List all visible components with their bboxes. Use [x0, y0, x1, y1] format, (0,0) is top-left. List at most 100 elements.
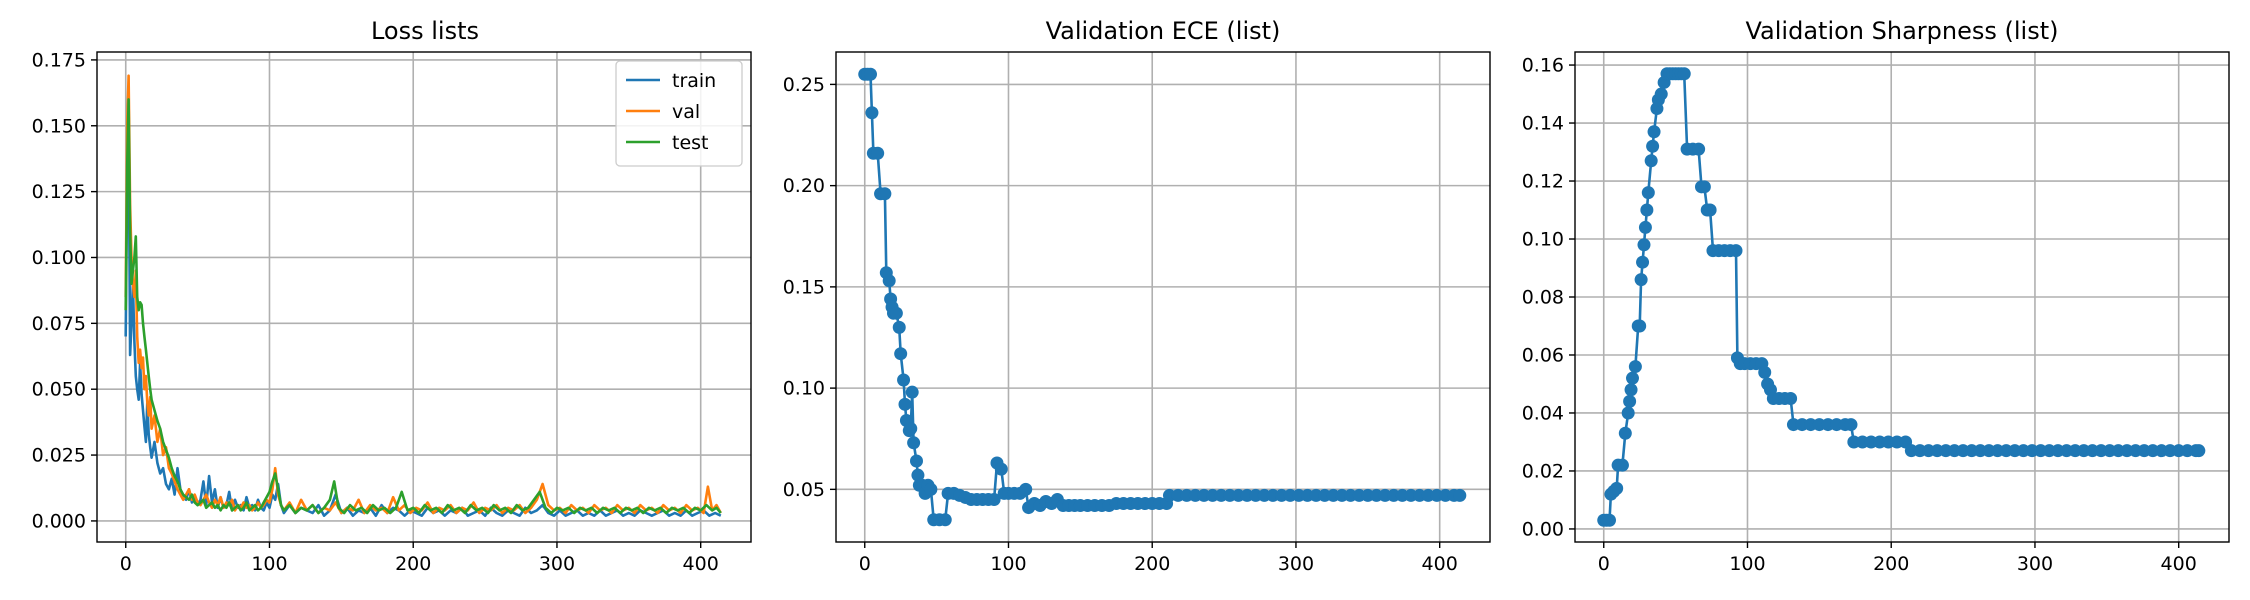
data-point — [871, 146, 885, 160]
y-tick-label: 0.08 — [1522, 287, 1564, 309]
data-point — [1636, 255, 1650, 269]
y-tick-label: 0.04 — [1522, 402, 1564, 424]
data-point — [1637, 238, 1651, 252]
data-point — [863, 67, 877, 81]
legend-label-val: val — [672, 101, 700, 123]
panel-validation-ece: Validation ECE (list) 0 100 200 300 4000.050… — [783, 17, 1491, 575]
data-point — [1729, 244, 1743, 258]
grid — [836, 52, 1490, 542]
y-tick-label: 0.125 — [32, 181, 86, 203]
y-tick-label: 0.25 — [783, 74, 825, 96]
data-point — [905, 385, 919, 399]
x-tick-label: 0 — [1598, 553, 1610, 575]
data-point — [1602, 513, 1616, 527]
x-tick-label: 200 — [1134, 553, 1170, 575]
y-tick-label: 0.10 — [783, 378, 825, 400]
y-tick-label: 0.150 — [32, 115, 86, 137]
y-tick-label: 0.14 — [1522, 113, 1564, 135]
data-point — [1677, 67, 1691, 81]
legend-label-test: test — [672, 132, 709, 154]
x-tick-label: 400 — [2161, 553, 2197, 575]
data-point — [1625, 371, 1639, 385]
series-layer — [1597, 67, 2206, 527]
grid — [1575, 52, 2229, 542]
data-point — [1019, 482, 1033, 496]
data-point — [897, 373, 911, 387]
y-tick-label: 0.20 — [783, 175, 825, 197]
plot-area: 0 100 200 300 400 0.00 0.02 0.04 0.06 0.08 0.10 0.1… — [1522, 51, 2230, 575]
y-tick-label: 0.02 — [1522, 460, 1564, 482]
data-point — [1638, 220, 1652, 234]
x-tick-label: 100 — [1729, 553, 1765, 575]
axes-frame — [96, 51, 752, 543]
data-point — [909, 454, 923, 468]
y-tick-label: 0.050 — [32, 379, 86, 401]
chart-title: Loss lists — [371, 17, 479, 45]
data-point — [994, 462, 1008, 476]
data-point — [1647, 125, 1661, 139]
data-point — [1646, 139, 1660, 153]
x-tick-label: 300 — [539, 553, 575, 575]
x-tick-label: 300 — [1278, 553, 1314, 575]
data-point — [1692, 142, 1706, 156]
data-point — [1633, 319, 1647, 333]
data-point — [1610, 481, 1624, 495]
data-point — [1784, 391, 1798, 405]
x-tick-label: 100 — [251, 553, 287, 575]
data-point — [1758, 365, 1772, 379]
data-point — [987, 492, 1001, 506]
data-point — [1640, 203, 1654, 217]
data-point — [1844, 418, 1858, 432]
legend: train val test — [615, 60, 743, 167]
y-tick-label: 0.06 — [1522, 344, 1564, 366]
legend-label-train: train — [672, 70, 716, 92]
data-point — [938, 513, 952, 527]
data-point — [2192, 444, 2206, 458]
x-tick-label: 200 — [395, 553, 431, 575]
y-tick-label: 0.075 — [32, 313, 86, 335]
series-layer — [124, 74, 722, 517]
x-tick-label: 200 — [1873, 553, 1909, 575]
panel-loss-lists: Loss lists 0 100 200 300 4000.0000.0250.0500… — [32, 17, 752, 575]
grid — [97, 52, 751, 542]
y-tick-label: 0.12 — [1522, 171, 1564, 193]
y-tick-label: 0.00 — [1522, 518, 1564, 540]
data-point — [882, 274, 896, 288]
series-layer — [858, 67, 1467, 527]
data-point — [1634, 273, 1648, 287]
y-tick-label: 0.05 — [783, 479, 825, 501]
data-point — [892, 320, 906, 334]
x-tick-label: 400 — [1422, 553, 1458, 575]
y-tick-label: 0.175 — [32, 49, 86, 71]
x-tick-label: 0 — [120, 553, 132, 575]
panel-validation-sharpness: Validation Sharpness (list) 0 100 200 300 40… — [1522, 17, 2230, 575]
plot-area: 0 100 200 300 400 0.05 0.10 0.15 0.20 0.25 — [783, 51, 1491, 575]
chart-title: Validation Sharpness (list) — [1746, 17, 2059, 45]
data-point — [898, 397, 912, 411]
data-point — [1623, 394, 1637, 408]
data-point — [1628, 360, 1642, 374]
data-point — [907, 436, 921, 450]
y-tick-label: 0.100 — [32, 247, 86, 269]
data-point — [1697, 180, 1711, 194]
x-tick-label: 300 — [2017, 553, 2053, 575]
data-point — [924, 482, 938, 496]
chart-title: Validation ECE (list) — [1046, 17, 1281, 45]
legend-box — [615, 60, 743, 167]
data-point — [878, 187, 892, 201]
series-line-train — [124, 111, 722, 517]
data-point — [911, 468, 925, 482]
y-tick-label: 0.10 — [1522, 229, 1564, 251]
y-tick-label: 0.15 — [783, 276, 825, 298]
data-point — [894, 347, 908, 361]
data-point — [1641, 186, 1655, 200]
y-tick-label: 0.16 — [1522, 55, 1564, 77]
y-tick-label: 0.000 — [32, 510, 86, 532]
data-point — [889, 306, 903, 320]
data-point — [1654, 87, 1668, 101]
axes-frame — [835, 51, 1491, 543]
data-point — [1621, 406, 1635, 420]
y-tick-label: 0.025 — [32, 445, 86, 467]
